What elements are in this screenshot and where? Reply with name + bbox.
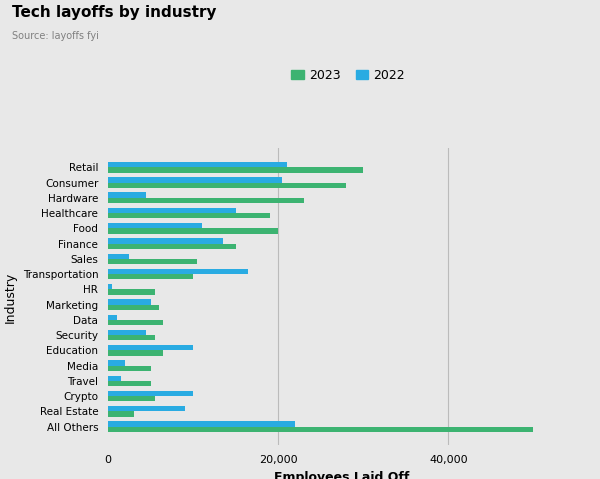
- Bar: [108, 284, 112, 289]
- Bar: [108, 345, 193, 350]
- Bar: [108, 365, 151, 371]
- Bar: [108, 244, 236, 249]
- Bar: [108, 305, 159, 310]
- Bar: [108, 376, 121, 381]
- Bar: [108, 427, 533, 432]
- Bar: [108, 198, 304, 203]
- Bar: [108, 167, 363, 172]
- Bar: [108, 269, 248, 274]
- Bar: [108, 396, 155, 401]
- Bar: [108, 213, 269, 218]
- Bar: [108, 406, 185, 411]
- X-axis label: Employees Laid Off: Employees Laid Off: [274, 471, 410, 479]
- Bar: [108, 274, 193, 279]
- Bar: [108, 253, 129, 259]
- Bar: [108, 335, 155, 341]
- Bar: [108, 238, 223, 244]
- Bar: [108, 259, 197, 264]
- Bar: [108, 381, 151, 386]
- Bar: [108, 299, 151, 305]
- Bar: [108, 411, 134, 417]
- Bar: [108, 182, 346, 188]
- Bar: [108, 223, 202, 228]
- Text: Tech layoffs by industry: Tech layoffs by industry: [12, 5, 217, 20]
- Legend: 2023, 2022: 2023, 2022: [286, 64, 410, 87]
- Bar: [108, 320, 163, 325]
- Bar: [108, 360, 125, 365]
- Bar: [108, 350, 163, 356]
- Bar: [108, 228, 278, 234]
- Bar: [108, 315, 116, 320]
- Bar: [108, 289, 155, 295]
- Bar: [108, 208, 236, 213]
- Bar: [108, 422, 295, 427]
- Bar: [108, 177, 283, 182]
- Bar: [108, 162, 287, 167]
- Bar: [108, 330, 146, 335]
- Bar: [108, 391, 193, 396]
- Text: Source: layoffs fyi: Source: layoffs fyi: [12, 31, 99, 41]
- Bar: [108, 193, 146, 198]
- Y-axis label: Industry: Industry: [4, 272, 17, 322]
